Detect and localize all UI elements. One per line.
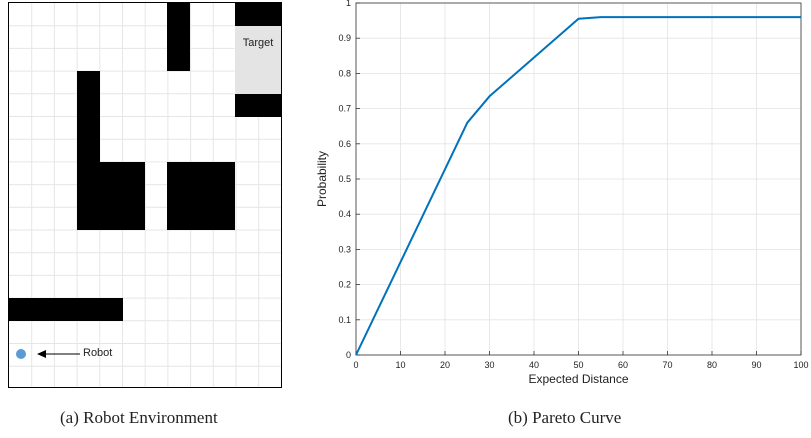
y-tick-label: 0.1 — [338, 315, 351, 325]
chart-ticks: 0 10 20 30 40 50 60 70 80 90 100 0 0.1 0.2 0.3 0.4 0.5 0.… — [338, 0, 808, 370]
obstacle-bottom-bar — [9, 298, 123, 321]
y-axis-label: Probability — [315, 151, 329, 207]
robot-label: Robot — [83, 347, 113, 359]
x-tick-label: 0 — [353, 360, 358, 370]
x-tick-label: 60 — [618, 360, 628, 370]
pareto-chart: 0 10 20 30 40 50 60 70 80 90 100 0 0.1 0.2 0.3 0.4 0.5 0.… — [315, 0, 809, 386]
x-tick-label: 10 — [395, 360, 405, 370]
obstacle-top-right-lower — [235, 94, 281, 117]
x-tick-label: 30 — [484, 360, 494, 370]
y-tick-label: 0.9 — [338, 33, 351, 43]
obstacle-l-foot — [77, 162, 145, 230]
target-label: Target — [242, 37, 274, 49]
obstacle-center-block — [167, 162, 235, 230]
chart-lines — [355, 16, 801, 356]
chart-grid — [355, 2, 802, 356]
y-tick-label: 0 — [346, 350, 351, 360]
y-tick-label: 0.8 — [338, 68, 351, 78]
x-tick-label: 50 — [573, 360, 583, 370]
y-tick-label: 1 — [346, 0, 351, 8]
x-tick-label: 100 — [793, 360, 808, 370]
environment-caption: (a) Robot Environment — [60, 408, 218, 427]
x-tick-label: 20 — [440, 360, 450, 370]
x-tick-label: 80 — [707, 360, 717, 370]
left-arrow-icon — [37, 350, 80, 358]
y-tick-label: 0.2 — [338, 280, 351, 290]
robot-dot-icon — [16, 349, 26, 359]
y-tick-label: 0.7 — [338, 104, 351, 114]
obstacle-top-middle — [167, 3, 190, 71]
target-zone — [235, 26, 281, 94]
y-tick-label: 0.6 — [338, 139, 351, 149]
x-tick-label: 70 — [662, 360, 672, 370]
x-tick-label: 90 — [751, 360, 761, 370]
x-axis-label: Expected Distance — [528, 372, 628, 386]
y-tick-label: 0.3 — [338, 244, 351, 254]
y-tick-label: 0.5 — [338, 174, 351, 184]
robot-environment: Target Robot — [8, 2, 282, 388]
y-tick-label: 0.4 — [338, 209, 351, 219]
chart-caption: (b) Pareto Curve — [508, 408, 622, 427]
x-tick-label: 40 — [529, 360, 539, 370]
obstacle-top-right-upper — [235, 3, 281, 26]
pareto-curve-line — [355, 16, 801, 356]
